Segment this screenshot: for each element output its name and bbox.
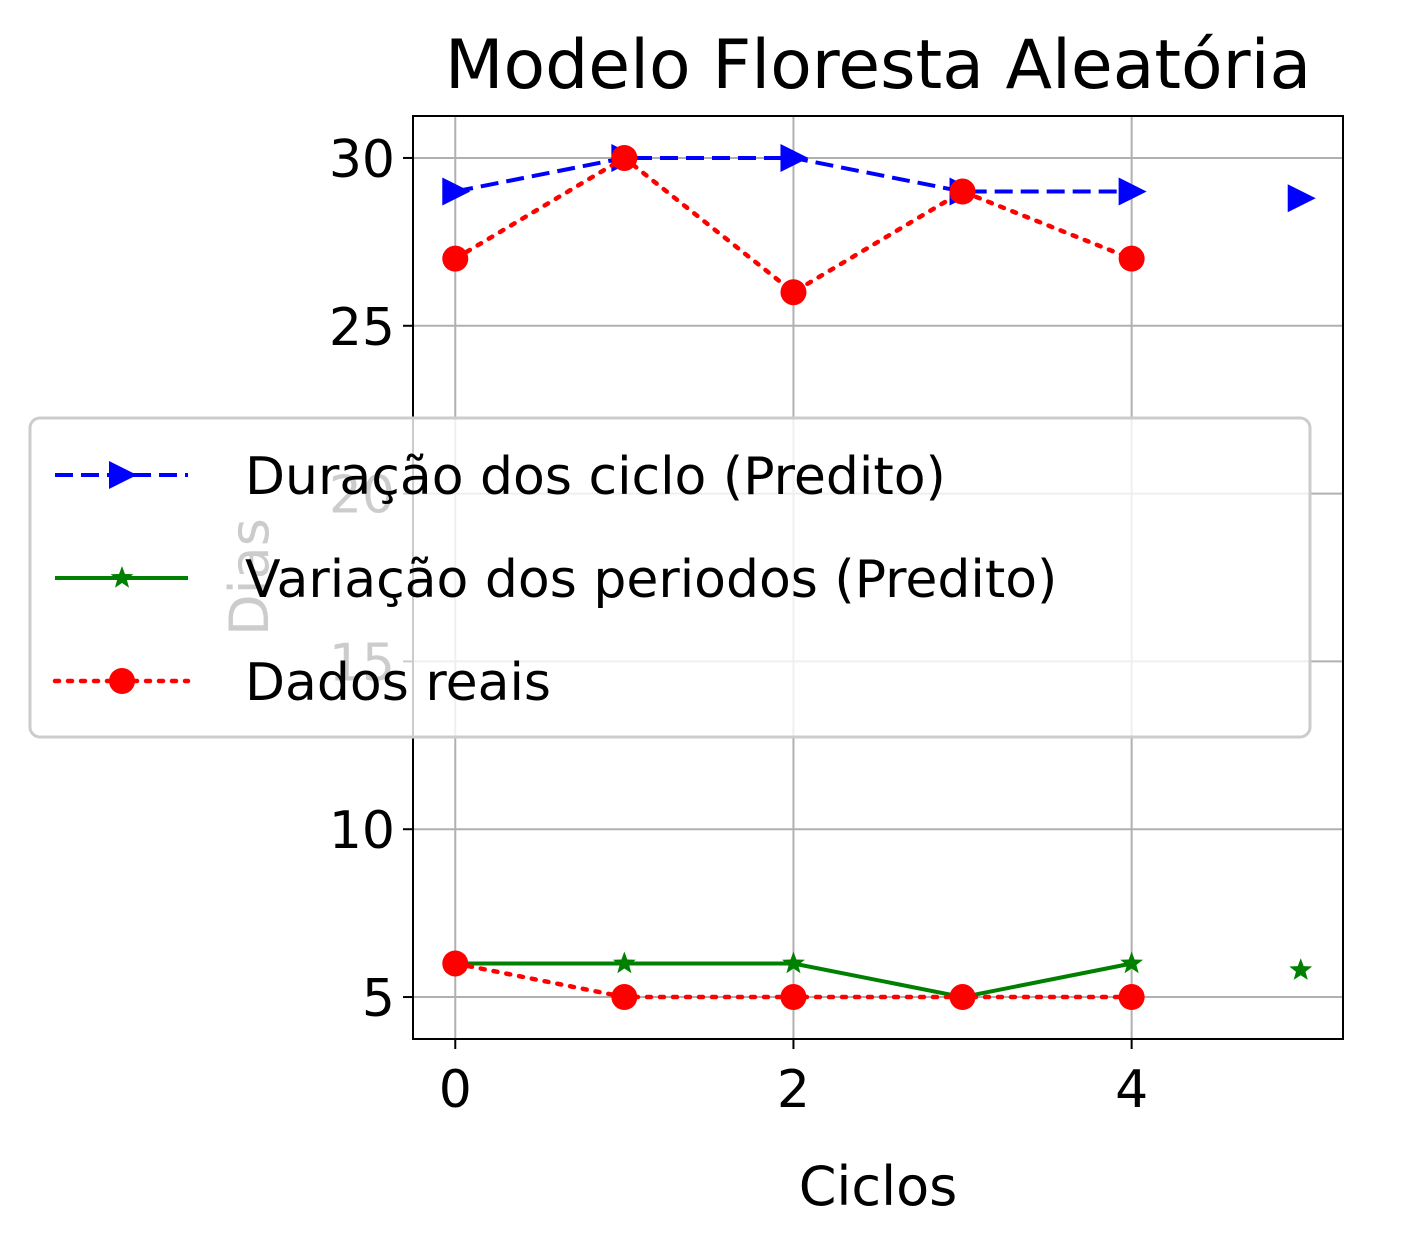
marker <box>611 984 638 1011</box>
marker <box>442 177 471 206</box>
x-tick-label: 0 <box>439 1060 472 1120</box>
marker <box>949 984 976 1011</box>
marker <box>1118 177 1147 206</box>
marker <box>611 144 638 171</box>
marker <box>780 143 809 172</box>
y-tick-label: 30 <box>329 130 395 190</box>
y-tick-label: 25 <box>329 298 395 358</box>
legend-marker <box>110 566 134 588</box>
y-tick-label: 5 <box>362 969 395 1029</box>
series-line <box>453 155 1134 295</box>
marker <box>442 245 469 272</box>
marker <box>1118 245 1145 272</box>
marker <box>1120 951 1144 974</box>
legend-label: Duração dos ciclo (Predito) <box>245 447 946 507</box>
marker <box>1287 184 1316 213</box>
marker <box>1118 984 1145 1011</box>
marker <box>780 279 807 306</box>
marker <box>1289 958 1313 980</box>
x-tick-label: 2 <box>777 1060 810 1120</box>
x-axis-label: Ciclos <box>799 1155 958 1218</box>
marker <box>782 951 805 974</box>
legend-marker <box>109 668 135 694</box>
x-tick-label: 4 <box>1115 1060 1148 1120</box>
legend-label: Variação dos periodos (Predito) <box>245 550 1057 610</box>
marker <box>949 178 976 205</box>
legend-marker <box>109 461 137 489</box>
marker <box>442 950 469 977</box>
y-tick-label: 10 <box>329 801 395 861</box>
marker <box>612 951 636 974</box>
legend: Duração dos ciclo (Predito) Variação dos … <box>28 416 1312 739</box>
chart-title: Modelo Floresta Aleatória <box>445 26 1311 105</box>
marker <box>780 984 807 1011</box>
legend-box <box>28 416 1312 739</box>
legend-label: Dados reais <box>245 653 551 713</box>
